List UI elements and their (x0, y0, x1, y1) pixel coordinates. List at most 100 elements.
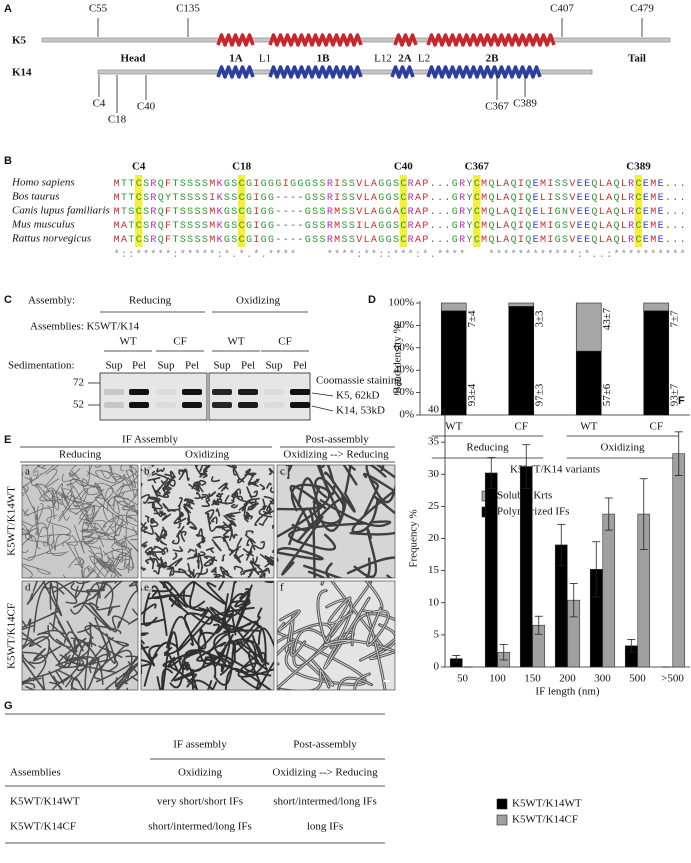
residue: E (658, 193, 664, 204)
residue: A (415, 207, 421, 218)
residue: M (650, 207, 656, 218)
filament (22, 565, 33, 578)
column-label: Oxidizing (185, 449, 229, 461)
residue: A (606, 235, 612, 246)
gel-band (264, 389, 284, 395)
residue: - (290, 207, 296, 218)
legend-label: K5WT/K14CF (512, 814, 578, 826)
gel-band (182, 389, 202, 395)
table-column: Assemblies (10, 767, 61, 779)
domain-label: Tail (628, 53, 646, 65)
residue: E (658, 235, 664, 246)
legend-label: Polymerized IFs (497, 506, 569, 518)
residue: V (569, 221, 575, 232)
residue: . (665, 207, 671, 218)
residue: S (187, 221, 193, 232)
filament (231, 626, 267, 667)
filament (115, 523, 138, 541)
filament (23, 507, 53, 530)
residue: . (430, 193, 436, 204)
residue: * (371, 249, 377, 261)
letter-bg (278, 582, 288, 593)
filament (209, 593, 250, 622)
residue: M (481, 221, 487, 232)
filament (207, 633, 231, 673)
residue: G (261, 221, 267, 232)
filament (163, 484, 172, 491)
micrograph-frame (276, 580, 396, 691)
residue: A (606, 193, 612, 204)
filament (103, 515, 120, 536)
residue: * (496, 249, 502, 261)
residue: S (143, 221, 149, 232)
species-name: Mus musculus (11, 219, 75, 231)
filament (199, 470, 208, 478)
residue: * (569, 249, 575, 261)
cysteine-label: C407 (550, 3, 574, 15)
filament (211, 556, 218, 565)
filament (42, 465, 60, 475)
filament (28, 632, 51, 647)
filament (102, 508, 114, 523)
filament (130, 675, 138, 682)
residue: I (334, 179, 340, 190)
filament (188, 483, 201, 492)
residue: G (268, 235, 274, 246)
gel-band (156, 402, 176, 408)
x-tick-label: WT (580, 421, 597, 433)
filament (22, 651, 47, 682)
residue: S (180, 221, 186, 232)
filament (107, 500, 115, 512)
residue: C (400, 193, 406, 204)
residue: E (643, 179, 649, 190)
residue: K (217, 235, 223, 246)
filament (46, 514, 72, 535)
residue: - (283, 193, 289, 204)
filament (104, 581, 138, 599)
filament (193, 548, 198, 558)
residue: I (356, 221, 362, 232)
filament (62, 541, 83, 569)
filament (127, 465, 138, 484)
filament (177, 516, 180, 521)
residue: L (599, 179, 605, 190)
residue: S (202, 179, 208, 190)
gel-band (290, 402, 310, 408)
residue: P (422, 179, 428, 190)
residue: G (275, 179, 281, 190)
residue: I (253, 207, 259, 218)
domain-label: L1 (259, 53, 271, 65)
filament (196, 566, 203, 575)
helix (393, 33, 418, 47)
residue: . (680, 235, 686, 246)
residue: * (209, 249, 215, 261)
residue: G (268, 221, 274, 232)
residue: K (217, 193, 223, 204)
filament (82, 478, 105, 496)
filament (133, 518, 138, 523)
residue: . (444, 221, 450, 232)
filament (22, 638, 42, 686)
filament-core (370, 624, 395, 659)
filament (168, 505, 181, 512)
filament (22, 658, 46, 690)
residue: G (246, 193, 252, 204)
variant-label: WT (227, 336, 244, 348)
filament (95, 557, 114, 578)
residue: . (672, 235, 678, 246)
filament (35, 483, 48, 501)
filament (82, 525, 110, 535)
filament (128, 469, 138, 478)
table-cell: long IFs (307, 821, 343, 833)
error-bar (639, 478, 648, 550)
residue: G (305, 179, 311, 190)
filament (237, 554, 244, 562)
residue: - (283, 235, 289, 246)
filament (27, 542, 53, 559)
gel-band (238, 389, 258, 395)
residue: S (180, 235, 186, 246)
species-name: Rattus norvegicus (11, 233, 91, 245)
residue: S (342, 207, 348, 218)
filament (264, 581, 274, 584)
filament (172, 568, 187, 574)
